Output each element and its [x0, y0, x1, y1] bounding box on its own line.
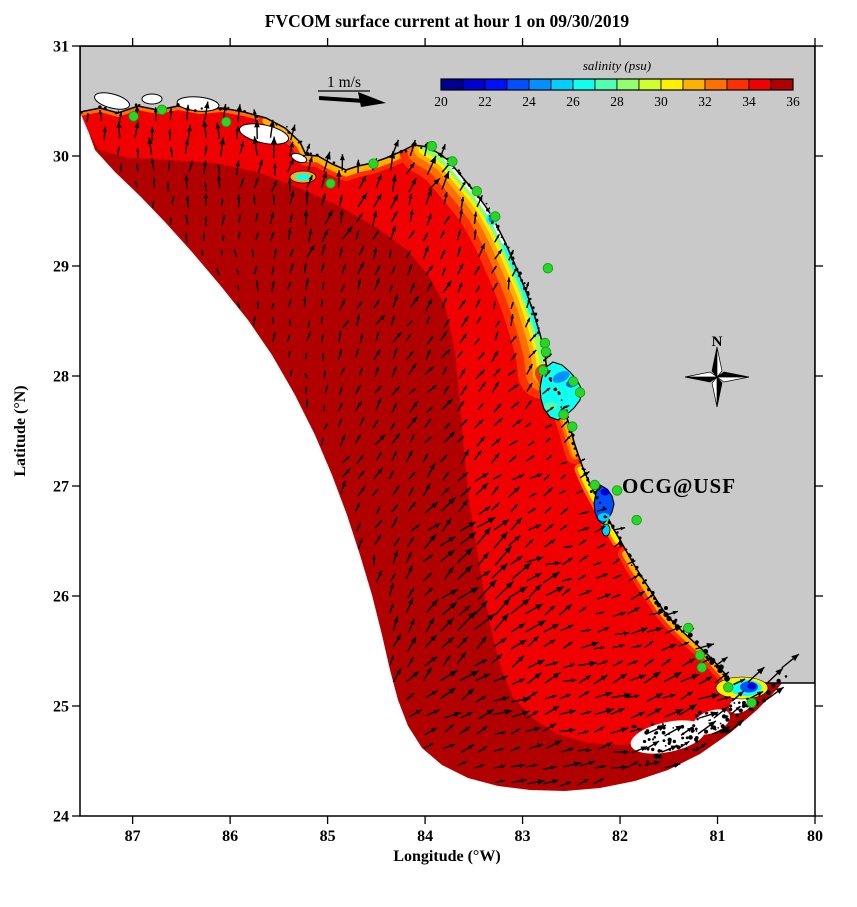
- colorbar-title: salinity (psu): [583, 58, 651, 73]
- x-tick-label: 85: [320, 828, 336, 845]
- scale-arrow-head-icon: [358, 92, 386, 107]
- figure-title: FVCOM surface current at hour 1 on 09/30…: [265, 11, 630, 31]
- station-dot: [325, 178, 336, 189]
- map-area: [80, 46, 815, 816]
- colorbar-tick-label: 30: [654, 94, 668, 109]
- current-vector-field: [86, 101, 800, 787]
- station-dot: [542, 263, 554, 274]
- y-axis: Latitude (°N): [12, 385, 29, 476]
- colorbar-tick-label: 22: [478, 94, 492, 109]
- scale-arrow-shaft: [318, 96, 365, 103]
- x-tick-label: 81: [710, 828, 726, 845]
- y-tick-label: 24: [53, 809, 69, 826]
- station-dot: [540, 346, 552, 358]
- colorbar-tick-label: 20: [434, 94, 448, 109]
- compass-rose: N: [684, 334, 750, 408]
- station-dot: [471, 185, 482, 197]
- station-dot: [221, 116, 232, 128]
- x-tick-label: 84: [417, 828, 433, 845]
- x-tick-label: 80: [807, 828, 823, 845]
- station-dot: [128, 111, 139, 122]
- colorbar-tick-label: 24: [522, 94, 536, 109]
- compass-north-label: N: [712, 334, 723, 350]
- station-dot: [539, 337, 551, 349]
- station-dot: [368, 158, 379, 169]
- y-tick-label: 25: [53, 699, 69, 716]
- y-tick-label: 26: [53, 589, 69, 606]
- station-dot: [611, 485, 623, 496]
- station-dot: [568, 376, 579, 387]
- y-tick-label: 29: [53, 259, 69, 276]
- y-tick-label: 31: [53, 39, 69, 56]
- station-dot: [723, 682, 734, 693]
- salinity-colorbar: salinity (psu) 20 22 24 26 28 30 32 34 36: [434, 58, 800, 109]
- station-dot: [631, 514, 642, 526]
- colorbar-tick-label: 34: [742, 94, 756, 109]
- river-station-markers: [128, 104, 757, 708]
- y-tick-label: 30: [53, 149, 69, 166]
- station-dot: [696, 662, 708, 673]
- station-dot: [447, 156, 458, 167]
- station-dot: [746, 697, 757, 708]
- colorbar-tick-label: 32: [698, 94, 712, 109]
- station-dot: [574, 387, 586, 398]
- salinity-field: [80, 106, 795, 791]
- station-dot: [683, 622, 694, 634]
- x-tick-label: 86: [222, 828, 238, 845]
- scale-arrow-label: 1 m/s: [327, 74, 361, 91]
- y-tick-label: 27: [53, 479, 69, 496]
- ocg-usf-annotation: OCG@USF: [622, 474, 736, 498]
- y-tick-label: 28: [53, 369, 69, 386]
- station-dot: [156, 104, 168, 116]
- x-axis-label: Longitude (°W): [393, 848, 500, 865]
- velocity-scale-arrow: 1 m/s: [318, 74, 386, 107]
- x-tick-label: 82: [612, 828, 628, 845]
- station-dot: [589, 479, 600, 491]
- x-axis: Longitude (°W): [393, 848, 500, 865]
- axes-frame: 87 86 85 84 83 82 81 80 24 25 26 27 28 29 30 31: [53, 38, 823, 845]
- station-dot: [537, 365, 549, 376]
- colorbar-tick-label: 28: [610, 94, 624, 109]
- station-dot: [567, 421, 578, 432]
- y-axis-label: Latitude (°N): [12, 385, 29, 476]
- station-dot: [694, 650, 706, 661]
- colorbar-tick-label: 36: [786, 94, 800, 109]
- x-tick-label: 83: [515, 828, 531, 845]
- colorbar-tick-label: 26: [566, 94, 580, 109]
- station-dot: [558, 409, 569, 420]
- x-tick-label: 87: [125, 828, 141, 845]
- station-dot: [490, 211, 501, 222]
- station-dot: [426, 140, 438, 152]
